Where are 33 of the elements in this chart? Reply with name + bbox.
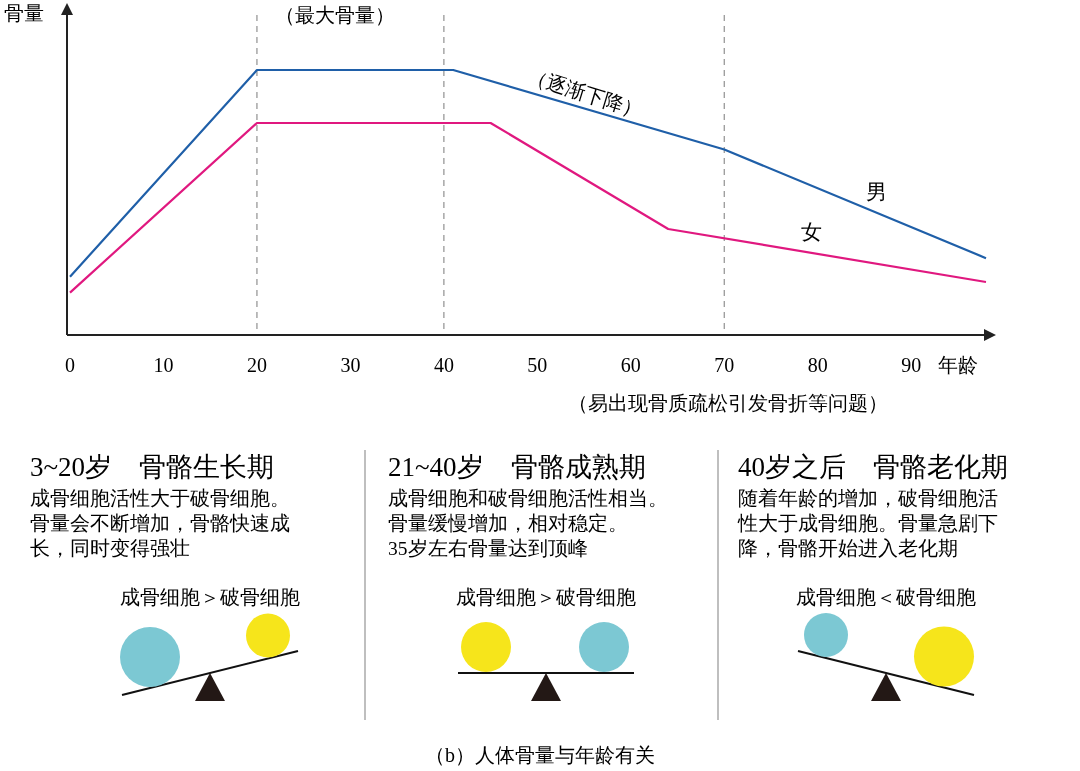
- text: （b）人体骨量与年龄有关: [425, 744, 655, 766]
- text: 骨量缓慢增加，相对稳定。: [388, 513, 628, 534]
- x-tick-label: 50: [527, 354, 548, 376]
- x-axis-title: 年龄: [938, 354, 978, 376]
- text: 成骨细胞活性大于破骨细胞。: [30, 488, 290, 509]
- annotation: （逐渐下降）: [524, 65, 646, 122]
- text: 骨量会不断增加，骨骼快速成: [30, 513, 290, 534]
- text: 35岁左右骨量达到顶峰: [388, 538, 588, 559]
- text: （最大骨量）: [275, 4, 395, 26]
- x-tick-label: 0: [65, 354, 75, 376]
- text: （易出现骨质疏松引发骨折等问题）: [568, 392, 888, 414]
- x-tick-label: 70: [714, 354, 735, 376]
- text: 降，骨骼开始进入老化期: [738, 538, 958, 559]
- x-tick-label: 40: [433, 354, 454, 376]
- x-tick-label: 10: [153, 354, 174, 376]
- text: 3~20岁 骨骼生长期: [30, 452, 275, 482]
- text: 性大于成骨细胞。骨量急剧下: [737, 513, 998, 534]
- x-tick-label: 30: [340, 354, 361, 376]
- text: 成骨细胞＞破骨细胞: [120, 586, 300, 608]
- text: 40岁之后 骨骼老化期: [738, 452, 1008, 482]
- text: 随着年龄的增加，破骨细胞活: [738, 487, 998, 509]
- text: 长，同时变得强壮: [30, 538, 190, 559]
- text: 21~40岁 骨骼成熟期: [388, 452, 646, 482]
- x-tick-label: 80: [807, 354, 828, 376]
- x-tick-label: 90: [901, 354, 922, 376]
- text: 成骨细胞＜破骨细胞: [796, 586, 976, 608]
- series-label: 男: [865, 179, 887, 204]
- series-label: 女: [801, 219, 823, 244]
- x-tick-label: 20: [246, 354, 267, 376]
- text: 成骨细胞和破骨细胞活性相当。: [388, 488, 668, 509]
- x-tick-label: 60: [620, 354, 641, 376]
- text: 成骨细胞＞破骨细胞: [456, 586, 636, 608]
- y-axis-title: 骨量: [4, 2, 44, 24]
